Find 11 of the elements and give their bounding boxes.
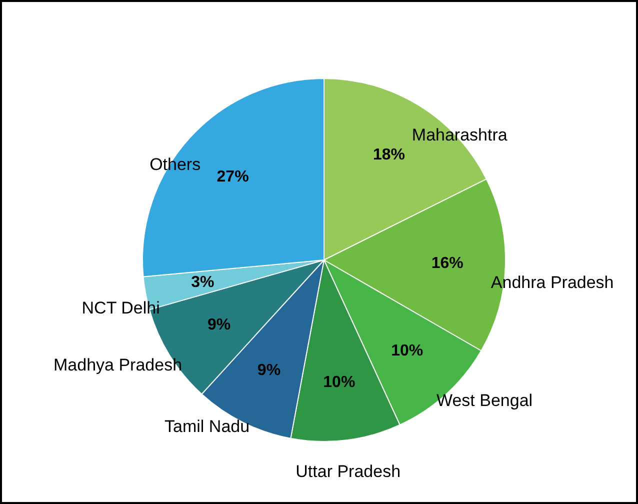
data-label: 10%: [391, 342, 424, 360]
data-label: 16%: [431, 255, 464, 272]
data-label: 18%: [372, 146, 405, 164]
slice-label: Tamil Nadu: [164, 417, 250, 436]
slice-label: Uttar Pradesh: [296, 462, 401, 482]
data-label: 3%: [191, 274, 214, 292]
slice-label: West Bengal: [436, 391, 533, 410]
data-label: 9%: [257, 362, 281, 379]
data-label: 10%: [323, 374, 356, 391]
data-label: 27%: [216, 168, 249, 186]
data-label: 9%: [208, 316, 231, 334]
